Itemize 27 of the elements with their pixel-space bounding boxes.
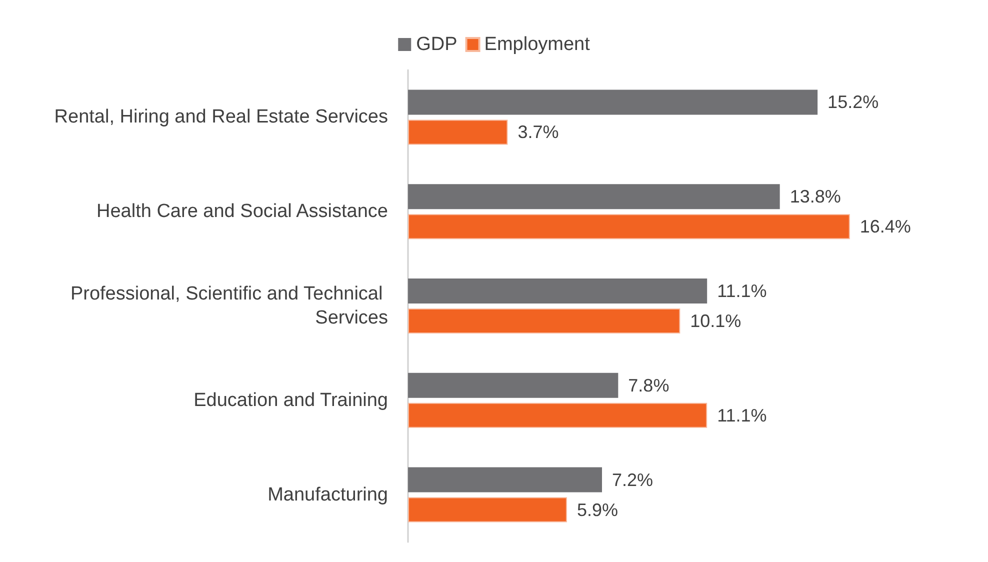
data-label: 13.8% xyxy=(790,186,841,207)
y-tick-label: Health Care and Social Assistance xyxy=(96,201,388,222)
data-label: 10.1% xyxy=(690,311,742,331)
data-label: 3.7% xyxy=(518,122,559,142)
bar xyxy=(408,278,708,304)
data-label: 7.8% xyxy=(628,375,670,396)
bar xyxy=(408,402,708,428)
data-label: 11.1% xyxy=(717,281,767,301)
data-label: 5.9% xyxy=(576,500,618,520)
y-tick-label: Professional, Scientific and Technical Services xyxy=(70,284,388,328)
bar xyxy=(408,308,680,334)
bar xyxy=(408,467,602,492)
data-label: 15.2% xyxy=(828,92,879,112)
data-label: 11.1% xyxy=(717,405,767,426)
bar xyxy=(408,90,818,115)
bar xyxy=(408,497,567,522)
y-tick-label: Education and Training xyxy=(194,390,388,411)
data-label: 16.4% xyxy=(860,216,911,237)
legend-label: Employment xyxy=(484,34,591,55)
bar xyxy=(408,184,780,210)
y-tick-label: Manufacturing xyxy=(268,484,388,506)
bar xyxy=(408,214,850,240)
data-label: 7.2% xyxy=(612,470,654,490)
y-tick-label: Rental, Hiring and Real Estate Services xyxy=(54,106,388,128)
legend-label: GDP xyxy=(416,34,458,55)
bar xyxy=(408,120,508,145)
bar xyxy=(408,372,618,398)
